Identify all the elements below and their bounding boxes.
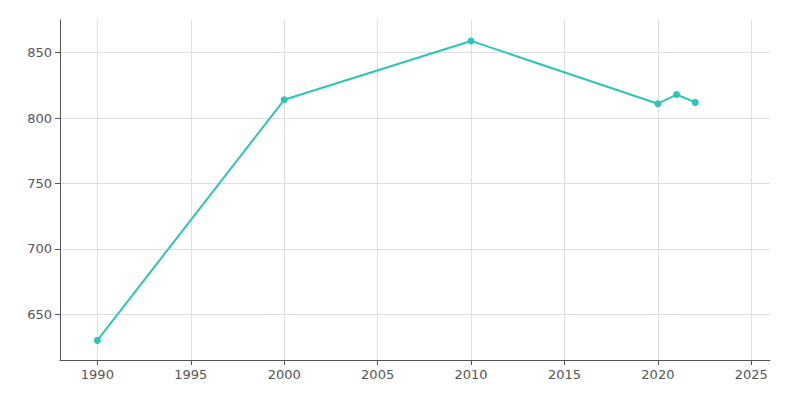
svg-text:1995: 1995 xyxy=(174,367,207,382)
svg-text:700: 700 xyxy=(27,241,52,256)
svg-text:2025: 2025 xyxy=(735,367,768,382)
svg-text:2005: 2005 xyxy=(361,367,394,382)
svg-text:800: 800 xyxy=(27,111,52,126)
svg-text:1990: 1990 xyxy=(81,367,114,382)
svg-text:750: 750 xyxy=(27,176,52,191)
svg-text:2020: 2020 xyxy=(641,367,674,382)
svg-text:2000: 2000 xyxy=(268,367,301,382)
svg-text:2010: 2010 xyxy=(455,367,488,382)
svg-text:850: 850 xyxy=(27,45,52,60)
svg-text:650: 650 xyxy=(27,307,52,322)
svg-text:2015: 2015 xyxy=(548,367,581,382)
